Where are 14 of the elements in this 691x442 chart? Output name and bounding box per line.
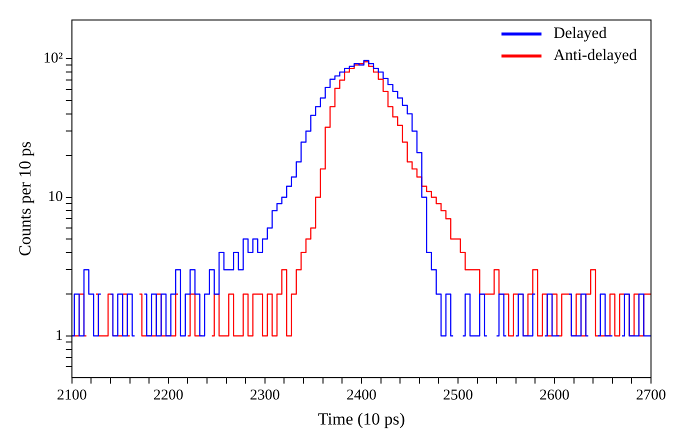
x-tick-label: 2300: [250, 388, 280, 404]
legend-label: Delayed: [553, 25, 607, 42]
y-tick-label: 1: [55, 328, 63, 344]
y-tick-label: 10²: [43, 50, 64, 67]
x-tick-label: 2400: [346, 388, 376, 404]
y-axis-title: Counts per 10 ps: [16, 141, 35, 256]
x-tick-label: 2700: [636, 388, 666, 404]
x-tick-label: 2200: [153, 388, 184, 404]
legend-label: Anti-delayed: [553, 47, 638, 64]
y-tick-label: 10: [48, 189, 63, 206]
x-tick-label: 2100: [56, 388, 87, 404]
x-tick-label: 2500: [442, 388, 473, 404]
x-axis-title: Time (10 ps): [318, 409, 406, 428]
x-tick-label: 2600: [539, 388, 570, 404]
